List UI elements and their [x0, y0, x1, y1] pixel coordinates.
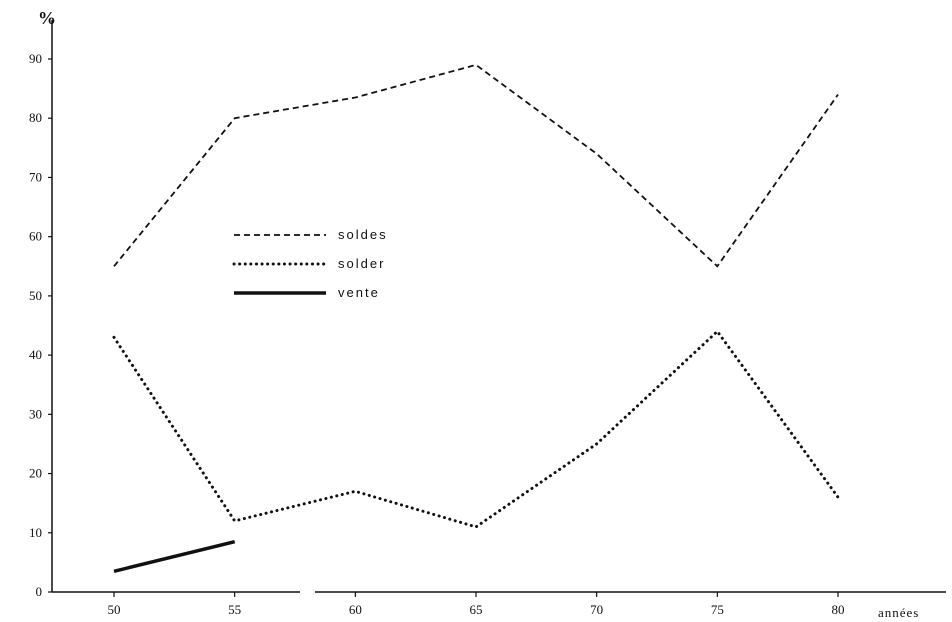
y-tick-label: 80	[29, 110, 42, 125]
y-tick-label: 60	[29, 229, 42, 244]
series-line-soldes	[113, 63, 839, 268]
y-tick-label: 40	[29, 347, 42, 362]
x-tick-label: 65	[470, 602, 483, 617]
legend-label-solder: solder	[338, 256, 385, 271]
legend-label-vente: vente	[338, 285, 380, 300]
x-tick-label: 50	[108, 602, 121, 617]
x-tick-label: 75	[711, 602, 724, 617]
y-tick-label: 50	[29, 288, 42, 303]
y-tick-label: 30	[29, 406, 42, 421]
series-line-solder	[112, 329, 840, 529]
x-tick-label: 60	[349, 602, 362, 617]
x-tick-label: 80	[832, 602, 845, 617]
series-line-vente	[113, 540, 236, 573]
x-tick-label: 70	[590, 602, 603, 617]
y-tick-label: 0	[36, 584, 43, 599]
series-lines	[112, 63, 840, 573]
y-tick-label: 70	[29, 169, 42, 184]
y-axis-unit-label: %	[38, 8, 56, 28]
y-tick-label: 20	[29, 466, 42, 481]
legend-label-soldes: soldes	[338, 227, 388, 242]
x-axis-title: années	[878, 605, 919, 620]
axes: 0 10 20 30 40 50 60 70 80 90 50 55 60 65 70 75 80	[29, 20, 946, 617]
y-tick-label: 90	[29, 51, 42, 66]
x-tick-label: 55	[228, 602, 241, 617]
legend: soldes solder vente	[232, 227, 388, 300]
y-tick-label: 10	[29, 525, 42, 540]
